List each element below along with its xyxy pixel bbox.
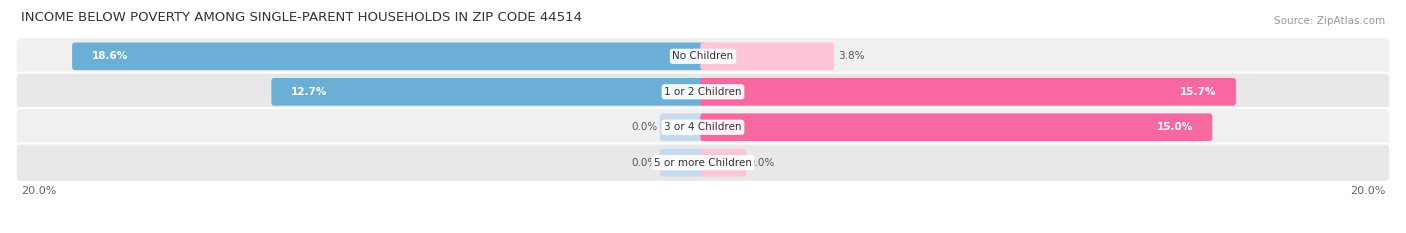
- FancyBboxPatch shape: [15, 144, 1391, 182]
- Text: 1 or 2 Children: 1 or 2 Children: [664, 87, 742, 97]
- Text: 5 or more Children: 5 or more Children: [654, 158, 752, 168]
- Text: 12.7%: 12.7%: [291, 87, 328, 97]
- Text: 15.0%: 15.0%: [1157, 122, 1192, 132]
- Text: INCOME BELOW POVERTY AMONG SINGLE-PARENT HOUSEHOLDS IN ZIP CODE 44514: INCOME BELOW POVERTY AMONG SINGLE-PARENT…: [21, 11, 582, 24]
- FancyBboxPatch shape: [700, 78, 1236, 106]
- FancyBboxPatch shape: [659, 113, 706, 141]
- Text: No Children: No Children: [672, 51, 734, 61]
- Text: 3 or 4 Children: 3 or 4 Children: [664, 122, 742, 132]
- FancyBboxPatch shape: [72, 42, 706, 70]
- Text: 3.8%: 3.8%: [838, 51, 865, 61]
- Text: 20.0%: 20.0%: [1350, 186, 1385, 196]
- FancyBboxPatch shape: [700, 42, 834, 70]
- Text: 0.0%: 0.0%: [631, 122, 658, 132]
- FancyBboxPatch shape: [271, 78, 706, 106]
- FancyBboxPatch shape: [15, 73, 1391, 111]
- FancyBboxPatch shape: [700, 149, 747, 177]
- FancyBboxPatch shape: [700, 113, 1212, 141]
- Text: 18.6%: 18.6%: [91, 51, 128, 61]
- Text: 20.0%: 20.0%: [21, 186, 56, 196]
- FancyBboxPatch shape: [659, 149, 706, 177]
- FancyBboxPatch shape: [15, 108, 1391, 146]
- Text: Source: ZipAtlas.com: Source: ZipAtlas.com: [1274, 16, 1385, 26]
- FancyBboxPatch shape: [15, 37, 1391, 75]
- Text: 0.0%: 0.0%: [631, 158, 658, 168]
- Text: 15.7%: 15.7%: [1180, 87, 1216, 97]
- Text: 0.0%: 0.0%: [748, 158, 775, 168]
